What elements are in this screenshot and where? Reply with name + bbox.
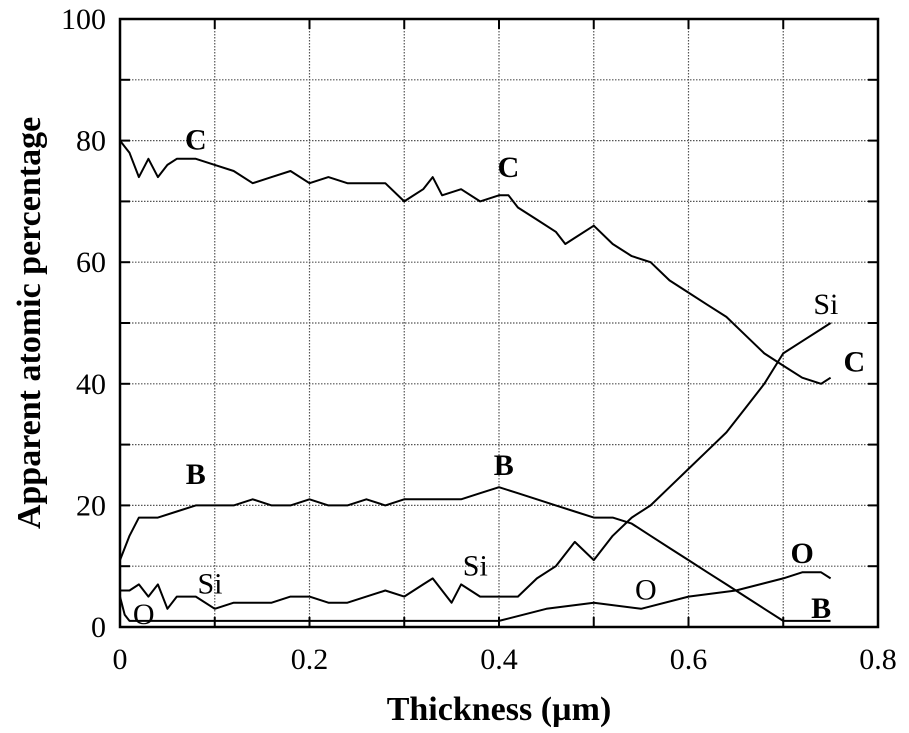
- annotation-label-b: B: [811, 592, 831, 625]
- y-tick-label: 100: [61, 3, 106, 36]
- annotation-label-o: O: [133, 598, 155, 631]
- x-tick-label: 0.8: [859, 643, 897, 676]
- grid-lines: [120, 19, 878, 627]
- series-line-si: [120, 322, 832, 610]
- annotation-label-o: O: [635, 574, 657, 607]
- x-tick-label: 0.4: [480, 643, 518, 676]
- y-tick-label: 0: [91, 611, 106, 644]
- annotation-label-si: Si: [463, 549, 488, 582]
- series-line-o: [119, 571, 832, 622]
- x-axis-title: Thickness (µm): [387, 691, 612, 728]
- annotation-label-o: O: [791, 537, 814, 570]
- series-line-c: [119, 139, 832, 385]
- annotation-label-b: B: [494, 449, 514, 482]
- x-tick-label: 0.6: [670, 643, 708, 676]
- annotation-label-c: C: [843, 346, 865, 379]
- annotation-label-b: B: [186, 458, 206, 491]
- annotation-label-c: C: [185, 124, 207, 157]
- y-tick-label: 40: [76, 368, 106, 401]
- x-tick-labels: 0 0.2 0.4 0.6 0.8: [113, 643, 897, 676]
- annotation-label-c: C: [498, 151, 520, 184]
- x-tick-label: 0.2: [291, 643, 329, 676]
- y-tick-label: 60: [76, 246, 106, 279]
- annotation-label-si: Si: [813, 288, 838, 321]
- series-line-b: [119, 486, 831, 622]
- y-tick-label: 20: [76, 489, 106, 522]
- y-tick-labels: 0 20 40 60 80 100: [61, 3, 106, 644]
- axis-ticks: [120, 19, 878, 627]
- series-lines: [119, 139, 832, 622]
- y-tick-label: 80: [76, 125, 106, 158]
- x-tick-label: 0: [113, 643, 128, 676]
- y-axis-title: Apparent atomic percentage: [11, 117, 48, 529]
- annotation-label-si: Si: [197, 568, 222, 601]
